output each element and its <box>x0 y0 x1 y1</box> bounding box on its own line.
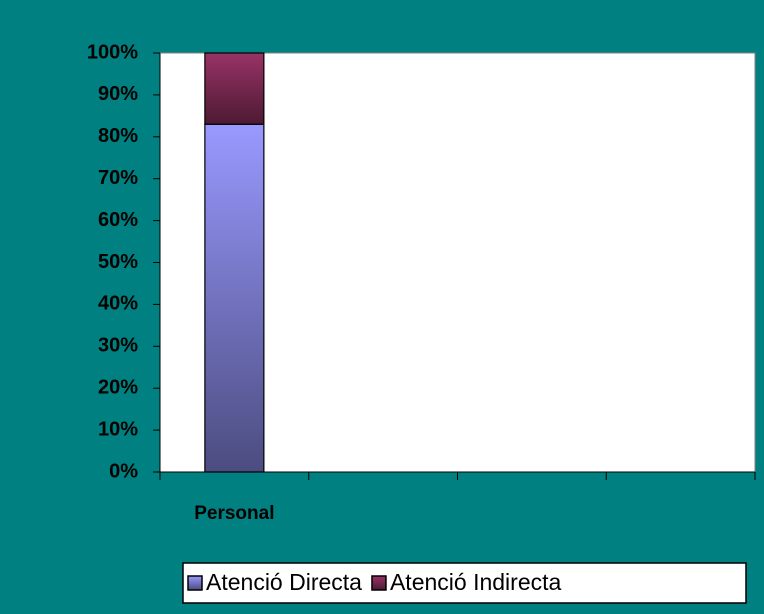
y-tick-label: 0% <box>109 460 138 482</box>
legend-label: Atenció Directa <box>206 569 362 595</box>
legend-label: Atenció Indirecta <box>390 569 562 595</box>
y-tick-label: 100% <box>87 41 138 63</box>
y-tick-label: 90% <box>98 83 138 105</box>
bar-segment <box>204 123 265 473</box>
y-tick-label: 10% <box>98 418 138 440</box>
y-tick-label: 30% <box>98 335 138 357</box>
x-tick-label: Personal <box>194 503 274 524</box>
legend-swatch <box>187 575 203 591</box>
y-tick-label: 50% <box>98 251 138 273</box>
legend-swatch <box>371 575 387 591</box>
legend-box <box>182 562 747 604</box>
y-tick-label: 20% <box>98 376 138 398</box>
bar-segment <box>204 52 265 125</box>
y-tick-label: 70% <box>98 167 138 189</box>
y-tick-label: 40% <box>98 293 138 315</box>
y-tick-label: 60% <box>98 209 138 231</box>
y-tick-label: 80% <box>98 125 138 147</box>
